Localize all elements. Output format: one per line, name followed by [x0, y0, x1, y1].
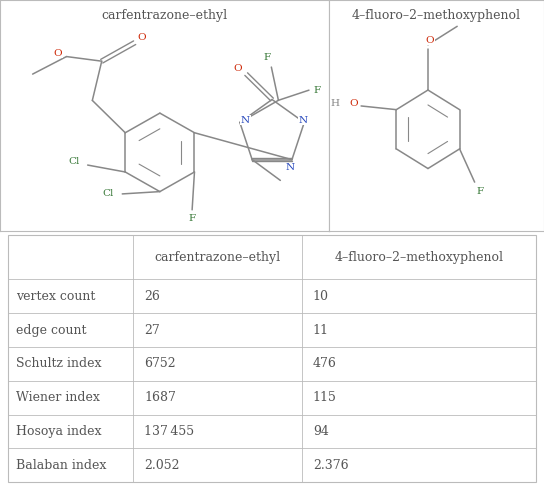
- Text: Cl: Cl: [102, 190, 114, 198]
- Text: 10: 10: [313, 290, 329, 303]
- Text: O: O: [426, 35, 435, 45]
- Text: Schultz index: Schultz index: [16, 357, 102, 370]
- Text: 26: 26: [144, 290, 160, 303]
- Text: 2.052: 2.052: [144, 459, 180, 472]
- Text: 94: 94: [313, 425, 329, 438]
- Text: F: F: [263, 53, 270, 62]
- Text: Balaban index: Balaban index: [16, 459, 107, 472]
- Text: O: O: [233, 64, 242, 73]
- Text: Wiener index: Wiener index: [16, 391, 100, 404]
- Text: 476: 476: [313, 357, 337, 370]
- Text: 6752: 6752: [144, 357, 176, 370]
- Text: edge count: edge count: [16, 324, 87, 336]
- Text: 1687: 1687: [144, 391, 176, 404]
- Text: 4–fluoro–2–methoxyphenol: 4–fluoro–2–methoxyphenol: [335, 250, 503, 263]
- Text: Hosoya index: Hosoya index: [16, 425, 102, 438]
- Text: F: F: [314, 86, 321, 95]
- Text: H: H: [331, 99, 340, 108]
- Text: 11: 11: [313, 324, 329, 336]
- Text: carfentrazone–ethyl: carfentrazone–ethyl: [102, 9, 227, 22]
- Text: 4–fluoro–2–methoxyphenol: 4–fluoro–2–methoxyphenol: [352, 9, 521, 22]
- Text: N: N: [241, 116, 250, 124]
- Text: O: O: [349, 99, 357, 108]
- Text: 2.376: 2.376: [313, 459, 348, 472]
- Text: 137 455: 137 455: [144, 425, 194, 438]
- Text: N: N: [285, 163, 294, 173]
- Text: O: O: [54, 49, 63, 58]
- Text: 115: 115: [313, 391, 337, 404]
- Text: vertex count: vertex count: [16, 290, 96, 303]
- Text: carfentrazone–ethyl: carfentrazone–ethyl: [154, 250, 281, 263]
- Text: O: O: [138, 33, 146, 42]
- Text: F: F: [476, 187, 484, 196]
- Text: N: N: [299, 116, 308, 124]
- Text: Cl: Cl: [69, 157, 80, 166]
- Text: F: F: [189, 214, 196, 223]
- Text: 27: 27: [144, 324, 160, 336]
